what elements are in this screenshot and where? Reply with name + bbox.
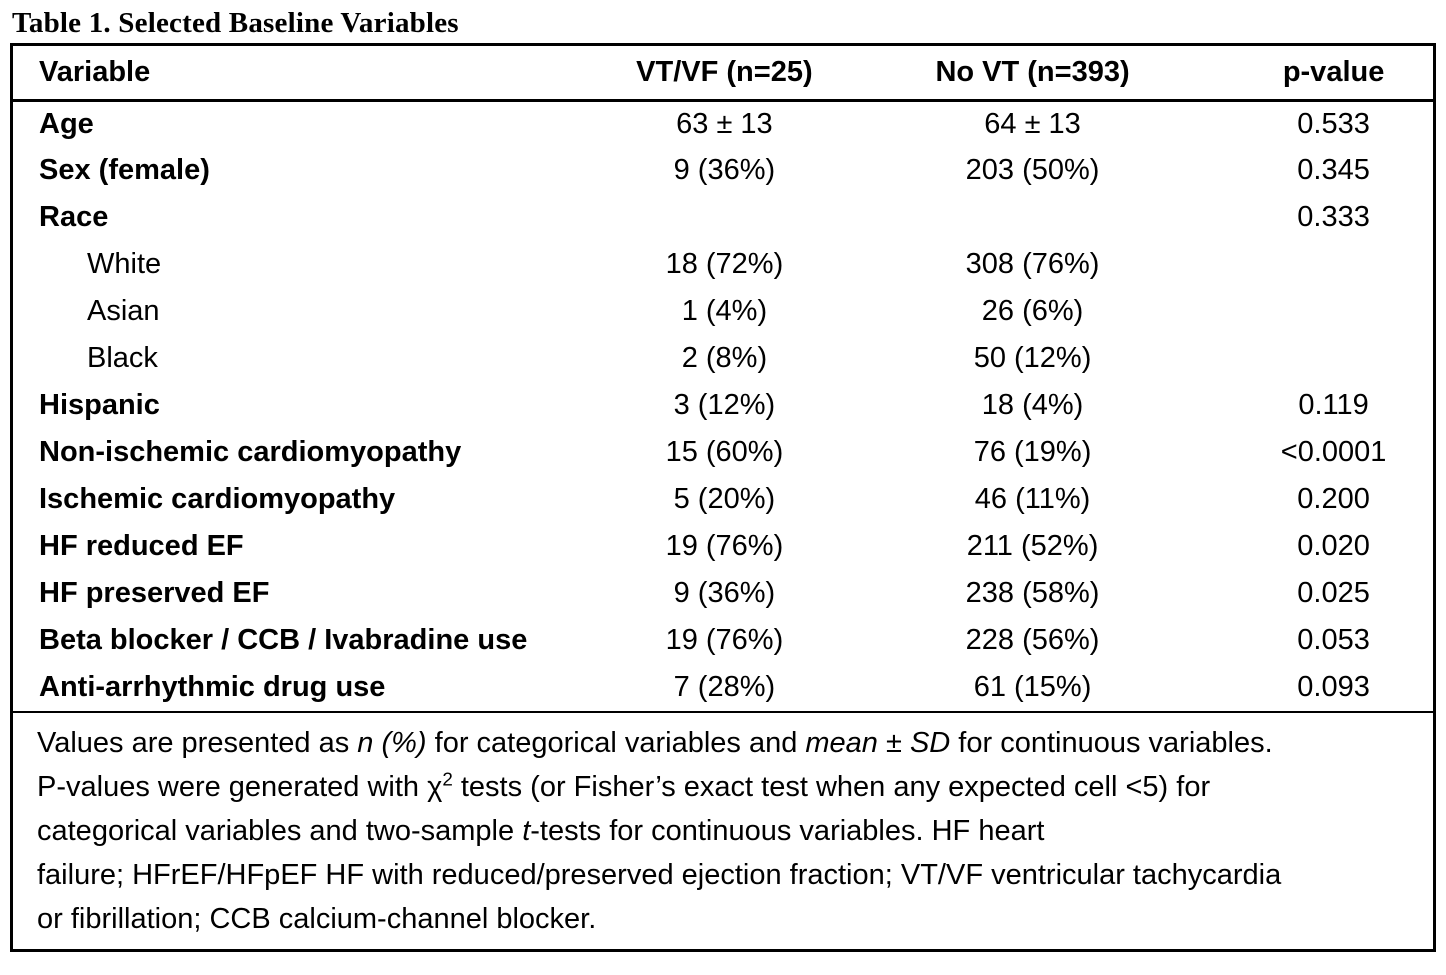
pvalue-cell: 0.053	[1297, 624, 1370, 656]
variable-cell: Age	[39, 107, 94, 140]
novt-cell: 76 (19%)	[973, 436, 1092, 468]
footnote-text: mean ± SD	[805, 727, 951, 759]
table-body: Age 63 ± 13 64 ± 13 0.533 Sex (female) 9 (36%…	[13, 100, 1433, 711]
vtvf-cell: 2 (8%)	[681, 342, 768, 374]
table-row: Beta blocker / CCB / Ivabradine use 19 (7…	[13, 617, 1433, 664]
novt-cell: 26 (6%)	[981, 295, 1084, 327]
footnote-text: 2	[442, 768, 453, 790]
novt-cell: 203 (50%)	[965, 154, 1100, 186]
pvalue-cell: 0.200	[1297, 483, 1370, 515]
vtvf-cell: 18 (72%)	[665, 248, 784, 280]
vtvf-cell: 9 (36%)	[673, 577, 776, 609]
footnote-text: -tests for continuous variables. HF hear…	[530, 815, 1045, 847]
variable-cell: Race	[39, 201, 109, 233]
vtvf-column-header: VT/VF (n=25)	[636, 55, 813, 88]
footnote-line: failure; HFrEF/HFpEF HF with reduced/pre…	[37, 853, 1415, 897]
variable-cell: Asian	[87, 295, 160, 327]
table-row: Hispanic 3 (12%) 18 (4%) 0.119	[13, 382, 1433, 429]
novt-cell: 61 (15%)	[973, 671, 1092, 703]
table-row: Ischemic cardiomyopathy 5 (20%) 46 (11%) 0.…	[13, 476, 1433, 523]
table-row: HF preserved EF 9 (36%) 238 (58%) 0.025	[13, 570, 1433, 617]
footnote-text: P-values were generated with χ	[37, 771, 443, 803]
novt-cell: 308 (76%)	[965, 248, 1100, 280]
table-row: Age 63 ± 13 64 ± 13 0.533	[13, 100, 1433, 147]
vtvf-cell	[618, 194, 831, 241]
table-header-row: Variable VT/VF (n=25) No VT (n=393) p-va…	[13, 46, 1433, 100]
table-row: HF reduced EF 19 (76%) 211 (52%) 0.020	[13, 523, 1433, 570]
pvalue-cell: 0.093	[1297, 671, 1370, 703]
pvalue-cell: 0.533	[1297, 107, 1370, 140]
pvalue-cell: <0.0001	[1280, 436, 1387, 468]
vtvf-cell: 1 (4%)	[681, 295, 768, 327]
table-row: Race 0.333	[13, 194, 1433, 241]
footnote: Values are presented as n (%) for catego…	[13, 711, 1433, 949]
footnote-line: Values are presented as n (%) for catego…	[37, 721, 1415, 765]
novt-column-header: No VT (n=393)	[935, 55, 1130, 88]
pvalue-cell	[1234, 241, 1433, 288]
pvalue-cell: 0.333	[1297, 201, 1370, 233]
vtvf-cell: 63 ± 13	[676, 107, 773, 140]
footnote-text: for continuous variables.	[950, 727, 1273, 759]
variable-cell: Non-ischemic cardiomyopathy	[39, 436, 462, 468]
vtvf-cell: 5 (20%)	[673, 483, 776, 515]
footnote-text: for categorical variables and	[426, 727, 806, 759]
footnote-text: or fibrillation; CCB calcium-channel blo…	[37, 903, 597, 935]
table-row: Black 2 (8%) 50 (12%)	[13, 335, 1433, 382]
variable-cell: HF preserved EF	[39, 577, 270, 609]
table-row: Sex (female) 9 (36%) 203 (50%) 0.345	[13, 147, 1433, 194]
footnote-text: Values are presented as	[37, 727, 358, 759]
novt-cell: 228 (56%)	[965, 624, 1100, 656]
variable-cell: Hispanic	[39, 389, 160, 421]
variable-cell: HF reduced EF	[39, 530, 244, 562]
footnote-text: failure; HFrEF/HFpEF HF with reduced/pre…	[37, 859, 1282, 891]
novt-cell	[831, 194, 1234, 241]
vtvf-cell: 15 (60%)	[665, 436, 784, 468]
pvalue-cell: 0.025	[1297, 577, 1370, 609]
vtvf-cell: 19 (76%)	[665, 530, 784, 562]
footnote-text: tests (or Fisher’s exact test when any e…	[452, 771, 1211, 803]
pvalue-cell: 0.119	[1298, 389, 1369, 421]
footnote-text: t	[522, 815, 531, 847]
pvalue-cell: 0.345	[1297, 154, 1370, 186]
variable-column-header: Variable	[39, 55, 151, 88]
variable-cell: Ischemic cardiomyopathy	[39, 483, 396, 515]
table-row: White 18 (72%) 308 (76%)	[13, 241, 1433, 288]
pvalue-cell	[1234, 335, 1433, 382]
variable-cell: Sex (female)	[39, 154, 210, 186]
novt-cell: 238 (58%)	[965, 577, 1100, 609]
novt-cell: 50 (12%)	[973, 342, 1092, 374]
table-row: Anti-arrhythmic drug use 7 (28%) 61 (15%) 0…	[13, 664, 1433, 711]
variable-cell: Beta blocker / CCB / Ivabradine use	[39, 624, 528, 656]
vtvf-cell: 3 (12%)	[673, 389, 776, 421]
table-row: Non-ischemic cardiomyopathy 15 (60%) 76 (1…	[13, 429, 1433, 476]
footnote-text: n (%)	[357, 727, 427, 759]
pvalue-cell: 0.020	[1297, 530, 1370, 562]
page-title: Table 1. Selected Baseline Variables	[12, 7, 459, 39]
variable-cell: White	[87, 248, 162, 280]
table-row: Asian 1 (4%) 26 (6%)	[13, 288, 1433, 335]
footnote-line: categorical variables and two-sample t-t…	[37, 809, 1415, 853]
pvalue-column-header: p-value	[1282, 55, 1385, 88]
vtvf-cell: 7 (28%)	[673, 671, 776, 703]
variable-cell: Anti-arrhythmic drug use	[39, 671, 386, 703]
footnote-line: P-values were generated with χ2 tests (o…	[37, 765, 1415, 809]
baseline-table-box: Variable VT/VF (n=25) No VT (n=393) p-va…	[10, 43, 1436, 952]
novt-cell: 211 (52%)	[966, 530, 1099, 562]
novt-cell: 64 ± 13	[984, 107, 1081, 140]
vtvf-cell: 9 (36%)	[673, 154, 776, 186]
novt-cell: 18 (4%)	[981, 389, 1084, 421]
footnote-line: or fibrillation; CCB calcium-channel blo…	[37, 897, 1415, 941]
footnote-text: categorical variables and two-sample	[37, 815, 523, 847]
baseline-table: Variable VT/VF (n=25) No VT (n=393) p-va…	[13, 46, 1433, 711]
pvalue-cell	[1234, 288, 1433, 335]
vtvf-cell: 19 (76%)	[665, 624, 784, 656]
variable-cell: Black	[87, 342, 158, 374]
novt-cell: 46 (11%)	[974, 483, 1091, 515]
